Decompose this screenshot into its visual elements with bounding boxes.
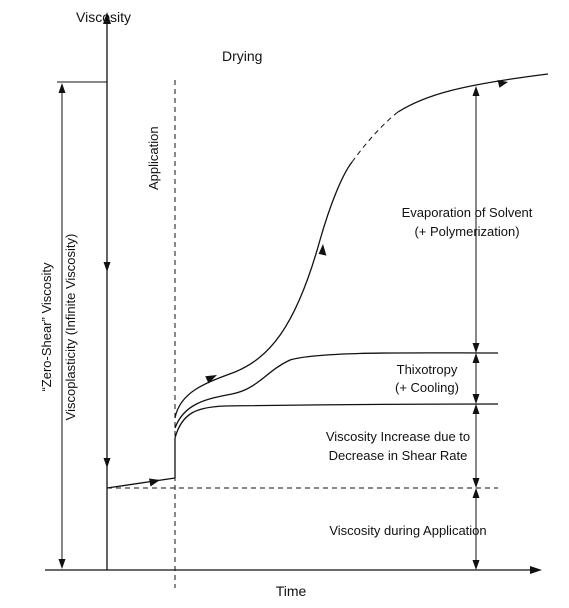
zero-shear-arrow-down bbox=[58, 559, 66, 569]
drying-label: Drying bbox=[222, 48, 262, 64]
shear-rate-label-line1: Viscosity Increase due to bbox=[326, 429, 470, 444]
evaporation-arrow-up bbox=[472, 86, 480, 96]
application-curve-arrow bbox=[149, 478, 160, 487]
zero-shear-label: “Zero-Shear” Viscosity bbox=[39, 262, 54, 392]
x-axis-arrowhead bbox=[530, 566, 542, 574]
shear-rate-arrow-up bbox=[472, 404, 480, 414]
upper-curve-arrow-1 bbox=[205, 375, 217, 384]
viscoplasticity-label: Viscoplasticity (Infinite Viscosity) bbox=[63, 234, 78, 421]
lower-recovery-curve bbox=[174, 403, 499, 439]
cooling-label: (+ Cooling) bbox=[395, 380, 459, 395]
y-axis-label: Viscosity bbox=[76, 9, 131, 25]
polymerization-label: (+ Polymerization) bbox=[414, 224, 519, 239]
y-axis-arrowhead bbox=[103, 12, 111, 24]
application-viscosity-curve bbox=[106, 477, 176, 489]
upper-curve-arrow-2 bbox=[318, 244, 327, 256]
application-viscosity-label: Viscosity during Application bbox=[329, 523, 486, 538]
y-axis-drop-arrow-upper bbox=[103, 262, 111, 272]
shear-rate-arrow-down bbox=[472, 478, 480, 488]
thixotropy-arrow-down bbox=[472, 394, 480, 404]
x-axis-label: Time bbox=[276, 583, 307, 599]
application-viscosity-arrow-up bbox=[472, 488, 480, 498]
application-viscosity-arrow-down bbox=[472, 560, 480, 570]
shear-rate-label-line2: Decrease in Shear Rate bbox=[329, 448, 468, 463]
upper-recovery-curve-dashed bbox=[351, 111, 399, 163]
upper-curve-arrow-3 bbox=[497, 80, 508, 88]
evaporation-label: Evaporation of Solvent bbox=[402, 205, 533, 220]
application-label: Application bbox=[146, 126, 161, 190]
thixotropy-label: Thixotropy bbox=[397, 362, 458, 377]
middle-recovery-curve bbox=[174, 352, 499, 429]
evaporation-arrow-down bbox=[472, 343, 480, 353]
upper-recovery-curve bbox=[174, 161, 353, 419]
zero-shear-arrow-up bbox=[58, 83, 66, 93]
zero-shear-annotation: “Zero-Shear” Viscosity Viscoplasticity (… bbox=[39, 234, 78, 421]
upper-recovery-curve-plateau bbox=[397, 73, 549, 113]
y-axis-drop-arrow-lower bbox=[103, 458, 111, 468]
thixotropy-arrow-up bbox=[472, 353, 480, 363]
